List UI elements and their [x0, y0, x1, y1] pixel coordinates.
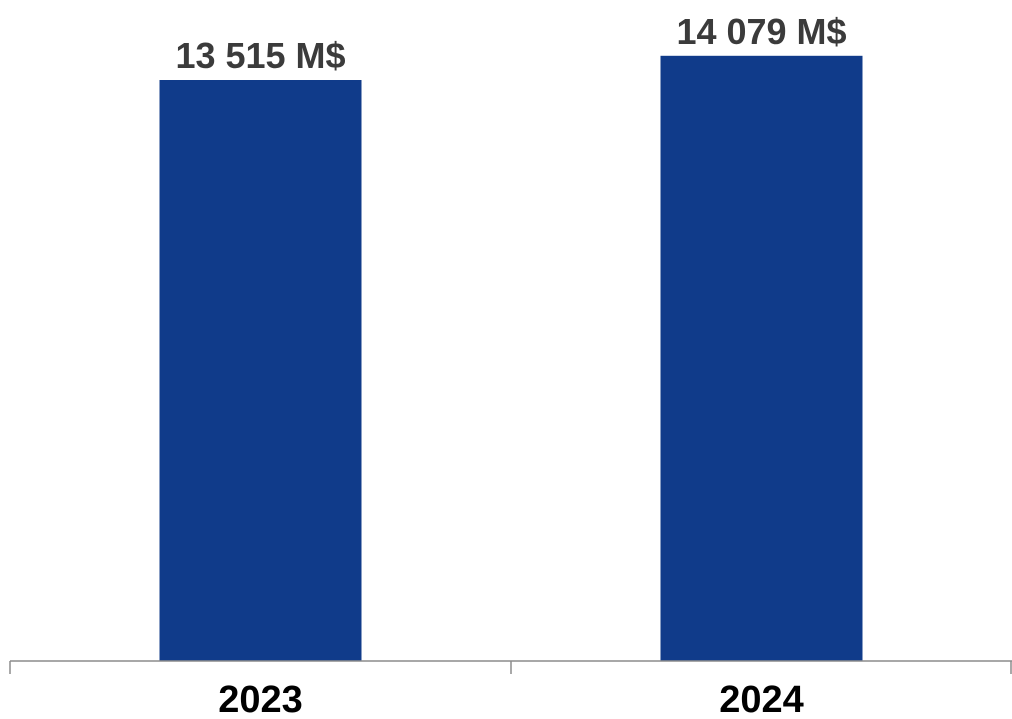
labels-layer: 13 515 M$ 2023 14 079 M$ 2024: [175, 11, 846, 719]
bar-2023: [159, 80, 362, 661]
x-tick-label-2023: 2023: [218, 679, 303, 719]
data-label-2023: 13 515 M$: [175, 35, 345, 76]
x-axis: [9, 660, 1012, 674]
bars-layer: [159, 55, 863, 662]
data-label-2024: 14 079 M$: [676, 11, 846, 52]
x-tick-label-2024: 2024: [719, 679, 804, 719]
bar-2024: [660, 55, 863, 662]
